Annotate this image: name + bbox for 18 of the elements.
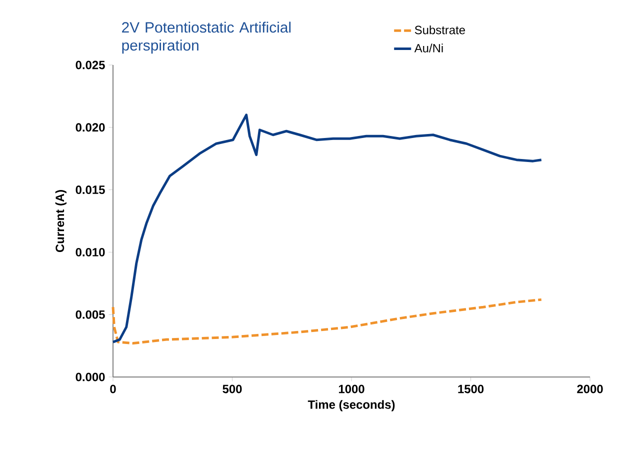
x-tick-label: 1500: [458, 384, 484, 394]
line-series: [112, 114, 543, 344]
x-tick-label: 1000: [338, 384, 364, 394]
x-tick-label: 500: [222, 384, 242, 394]
chart-title: 2V Potentiostatic Artificial perspiration: [122, 22, 291, 54]
y-tick-label: 0.015: [76, 186, 105, 194]
y-tick-label: 0.005: [76, 310, 105, 319]
x-axis-title: Time (seconds): [308, 400, 395, 412]
line-series: [112, 298, 543, 345]
y-tick-label: 0.025: [76, 60, 105, 70]
legend-label: Substrate: [414, 26, 465, 34]
x-tick-label: 2000: [577, 384, 603, 394]
legend-label: Au/Ni: [414, 44, 443, 52]
y-tick-label: 0.010: [76, 248, 105, 256]
x-tick-label: 0: [110, 384, 116, 394]
y-tick-label: 0.020: [76, 123, 105, 132]
y-axis-title: Current (A): [55, 190, 66, 252]
y-tick-label: 0.000: [76, 372, 105, 382]
